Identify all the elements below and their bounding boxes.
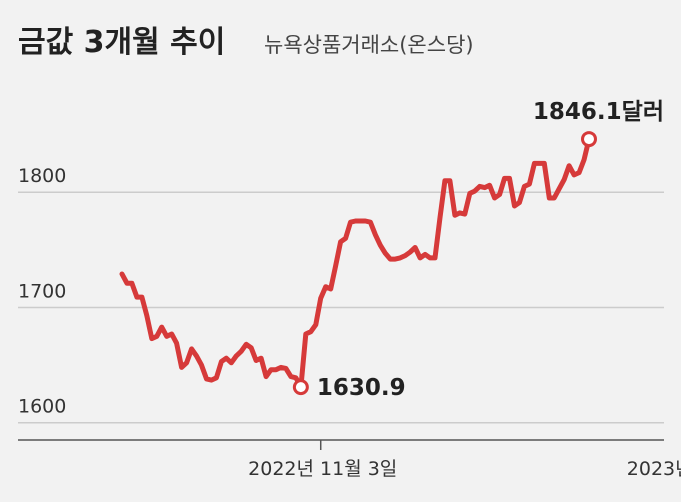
x-tick-label: 2023년 1월 3일 <box>627 458 681 480</box>
y-tick-label: 1700 <box>18 280 66 302</box>
point-marker <box>581 131 597 148</box>
point-markers: 1846.1달러 1630.9 <box>292 99 664 401</box>
chart-title: 금값 3개월 추이 <box>18 25 225 60</box>
point-label: 1630.9 <box>317 375 406 401</box>
y-tick-label: 1800 <box>18 165 66 187</box>
series-line <box>119 136 592 390</box>
chart-subtitle: 뉴욕상품거래소(온스당) <box>264 33 474 57</box>
x-axis: 2022년 11월 3일 2023년 1월 3일 <box>18 439 681 480</box>
point-marker <box>292 379 309 396</box>
y-tick-label: 1600 <box>18 396 66 418</box>
point-label: 1846.1달러 <box>533 99 664 125</box>
x-tick-label: 2022년 11월 3일 <box>248 458 397 480</box>
y-axis-ticks: 1600 1700 1800 <box>18 165 66 418</box>
